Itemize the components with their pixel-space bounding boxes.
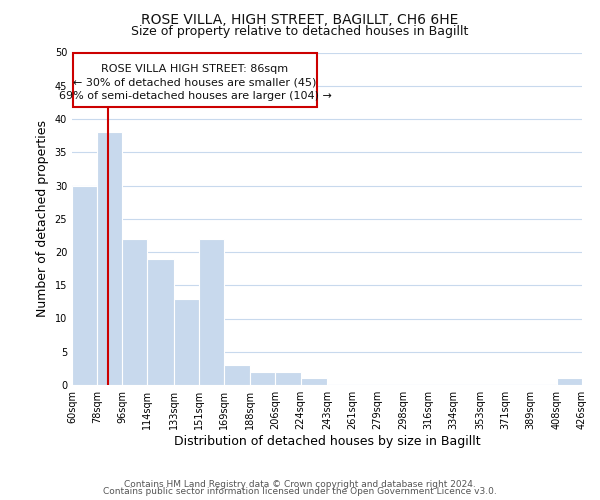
Bar — [250, 372, 275, 385]
Bar — [301, 378, 327, 385]
Text: Contains public sector information licensed under the Open Government Licence v3: Contains public sector information licen… — [103, 487, 497, 496]
Text: ← 30% of detached houses are smaller (45): ← 30% of detached houses are smaller (45… — [73, 78, 317, 88]
Bar — [224, 365, 250, 385]
X-axis label: Distribution of detached houses by size in Bagillt: Distribution of detached houses by size … — [173, 435, 481, 448]
Bar — [174, 298, 199, 385]
FancyBboxPatch shape — [73, 52, 317, 107]
Bar — [72, 186, 97, 385]
Bar — [557, 378, 582, 385]
Text: ROSE VILLA, HIGH STREET, BAGILLT, CH6 6HE: ROSE VILLA, HIGH STREET, BAGILLT, CH6 6H… — [142, 12, 458, 26]
Bar — [122, 238, 147, 385]
Bar — [147, 258, 174, 385]
Bar — [97, 132, 122, 385]
Bar — [199, 238, 224, 385]
Text: Size of property relative to detached houses in Bagillt: Size of property relative to detached ho… — [131, 25, 469, 38]
Bar — [275, 372, 301, 385]
Text: Contains HM Land Registry data © Crown copyright and database right 2024.: Contains HM Land Registry data © Crown c… — [124, 480, 476, 489]
Text: ROSE VILLA HIGH STREET: 86sqm: ROSE VILLA HIGH STREET: 86sqm — [101, 64, 289, 74]
Y-axis label: Number of detached properties: Number of detached properties — [36, 120, 49, 318]
Text: 69% of semi-detached houses are larger (104) →: 69% of semi-detached houses are larger (… — [59, 91, 331, 101]
